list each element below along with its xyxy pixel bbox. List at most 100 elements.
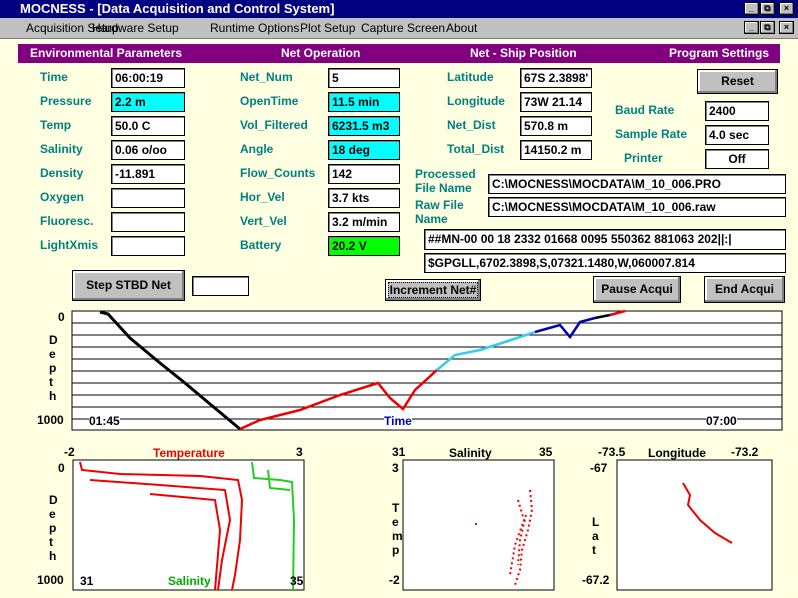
value-box: 20.2 V: [328, 236, 400, 256]
raw-line: ##MN-00 00 18 2332 01668 0095 550362 881…: [424, 229, 786, 250]
y-tick-label: 1000: [37, 573, 64, 587]
value-box: 73W 21.14: [520, 92, 592, 112]
x-label: Time: [384, 414, 412, 428]
x-max-label: 3: [296, 445, 303, 459]
setting-label: Sample Rate: [615, 127, 688, 141]
menu-item[interactable]: About: [446, 21, 478, 35]
value-box: 6231.5 m3: [328, 116, 400, 136]
menu-bar: [0, 18, 798, 39]
field-label: Temp: [40, 118, 72, 132]
x2-label: Salinity: [168, 574, 211, 588]
ts-plot: [402, 459, 555, 591]
menu-item[interactable]: Runtime Options: [210, 21, 300, 35]
field-label: Angle: [240, 142, 274, 156]
setting-label: Baud Rate: [615, 103, 675, 117]
value-box: 11.5 min: [328, 92, 400, 112]
y-tick-label: -67.2: [582, 573, 610, 587]
y-label: Temp: [392, 501, 403, 557]
header-bar: [18, 44, 780, 63]
setting-box: 4.0 sec: [705, 125, 769, 145]
value-box: 3.2 m/min: [328, 212, 400, 232]
pause-button[interactable]: Pause Acqui: [593, 276, 681, 303]
value-box: [111, 236, 185, 256]
value-box: 67S 2.3898': [520, 68, 592, 88]
depth-plot: [71, 309, 783, 431]
child-restore-button[interactable]: ⧉: [760, 21, 775, 34]
end-button[interactable]: End Acqui: [704, 276, 785, 303]
gps-line: $GPGLL,6702.3898,S,07321.1480,W,060007.8…: [424, 253, 786, 273]
menu-item[interactable]: Acquisition Setup: [26, 21, 119, 35]
file-path: C:\MOCNESS\MOCDATA\M_10_006.PRO: [488, 174, 786, 194]
x-min-label: -73.5: [598, 445, 626, 459]
window-title: MOCNESS - [Data Acquisition and Control …: [20, 1, 335, 16]
y-tick-label: 3: [392, 461, 399, 475]
plot-title: Longitude: [648, 446, 706, 460]
field-label: Total_Dist: [447, 142, 505, 156]
plot-title: Salinity: [449, 446, 492, 460]
field-label: Latitude: [447, 70, 494, 84]
field-label: LightXmis: [40, 238, 99, 252]
plot-title: Temperature: [153, 446, 225, 460]
y-label: Depth: [49, 333, 58, 403]
field-label: Fluoresc.: [40, 214, 94, 228]
field-label: Vol_Filtered: [240, 118, 308, 132]
field-label: Time: [40, 70, 68, 84]
section-header: Net Operation: [281, 46, 361, 60]
file-label: Processed File Name: [415, 167, 476, 195]
menu-item[interactable]: Capture Screen: [361, 21, 446, 35]
field-label: Oxygen: [40, 190, 85, 204]
increment-button[interactable]: Increment Net#: [385, 279, 481, 301]
section-header: Net - Ship Position: [470, 46, 577, 60]
field-label: Pressure: [40, 94, 92, 108]
field-label: Salinity: [40, 142, 83, 156]
child-close-button[interactable]: ×: [779, 21, 794, 34]
field-label: Net_Dist: [447, 118, 496, 132]
value-box: [111, 212, 185, 232]
x-max-label: -73.2: [731, 445, 759, 459]
position-plot: [616, 459, 773, 591]
title-bar: [0, 0, 798, 18]
menu-item[interactable]: Plot Setup: [300, 21, 356, 35]
value-box: 18 deg: [328, 140, 400, 160]
x-max-label: 35: [539, 445, 553, 459]
x2-max-label: 35: [290, 574, 304, 588]
value-box: 3.7 kts: [328, 188, 400, 208]
value-box: 2.2 m: [111, 92, 185, 112]
minimize-button[interactable]: _: [744, 2, 759, 15]
field-label: Hor_Vel: [240, 190, 285, 204]
y-tick-label: 0: [58, 310, 65, 324]
field-label: Net_Num: [240, 70, 293, 84]
x-start-label: 01:45: [89, 414, 120, 428]
y-tick-label: -2: [389, 573, 400, 587]
child-minimize-button[interactable]: _: [744, 21, 759, 34]
setting-box: 2400: [705, 101, 769, 121]
step-button[interactable]: Step STBD Net: [72, 270, 185, 301]
file-path: C:\MOCNESS\MOCDATA\M_10_006.raw: [488, 197, 786, 217]
section-header: Program Settings: [669, 46, 770, 60]
field-label: Density: [40, 166, 84, 180]
field-label: OpenTime: [240, 94, 299, 108]
step-input[interactable]: [192, 276, 249, 296]
value-box: 570.8 m: [520, 116, 592, 136]
value-box: -11.891: [111, 164, 185, 184]
value-box: 06:00:19: [111, 68, 185, 88]
y-tick-label: 0: [58, 461, 65, 475]
restore-button[interactable]: ⧉: [760, 2, 775, 15]
file-label: Raw File Name: [415, 198, 464, 226]
value-box: 14150.2 m: [520, 140, 592, 160]
setting-label: Printer: [624, 151, 663, 165]
setting-box: Off: [705, 149, 769, 169]
y-tick-label: -67: [590, 461, 608, 475]
y-label: Lat: [592, 515, 600, 557]
x-end-label: 07:00: [706, 414, 737, 428]
menu-item[interactable]: Hardware Setup: [92, 21, 179, 35]
value-box: 5: [328, 68, 400, 88]
value-box: 50.0 C: [111, 116, 185, 136]
y-label: Depth: [49, 493, 58, 563]
section-header: Environmental Parameters: [30, 46, 183, 60]
close-button[interactable]: ×: [779, 2, 794, 15]
reset-button[interactable]: Reset: [697, 69, 778, 94]
value-box: [111, 188, 185, 208]
